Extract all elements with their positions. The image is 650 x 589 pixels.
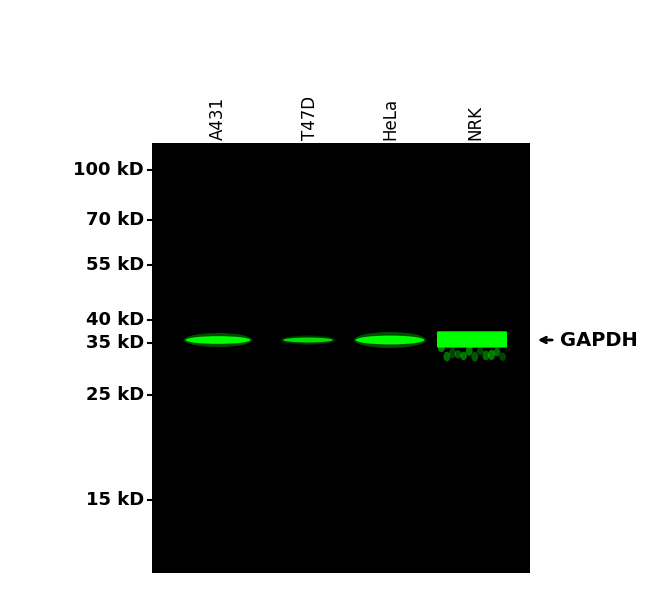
- Text: NRK: NRK: [466, 105, 484, 140]
- Text: A431: A431: [209, 97, 227, 140]
- Ellipse shape: [443, 352, 450, 362]
- Ellipse shape: [466, 345, 473, 356]
- Text: GAPDH: GAPDH: [560, 330, 638, 349]
- Text: T47D: T47D: [301, 96, 319, 140]
- Ellipse shape: [283, 337, 333, 342]
- Text: 40 kD: 40 kD: [86, 311, 144, 329]
- Text: 15 kD: 15 kD: [86, 491, 144, 509]
- Ellipse shape: [354, 332, 426, 348]
- Ellipse shape: [449, 348, 456, 358]
- FancyBboxPatch shape: [437, 331, 507, 348]
- Ellipse shape: [493, 348, 501, 356]
- Text: 25 kD: 25 kD: [86, 386, 144, 404]
- Ellipse shape: [356, 336, 424, 345]
- Text: 35 kD: 35 kD: [86, 334, 144, 352]
- Ellipse shape: [436, 332, 508, 348]
- Ellipse shape: [477, 348, 484, 355]
- Ellipse shape: [281, 336, 335, 345]
- Ellipse shape: [460, 352, 467, 360]
- Text: 70 kD: 70 kD: [86, 211, 144, 229]
- Ellipse shape: [184, 333, 252, 347]
- Ellipse shape: [488, 350, 495, 360]
- Ellipse shape: [471, 352, 478, 362]
- Ellipse shape: [455, 350, 461, 359]
- Text: HeLa: HeLa: [381, 98, 399, 140]
- Bar: [152, 143, 530, 573]
- Text: 55 kD: 55 kD: [86, 256, 144, 274]
- Ellipse shape: [499, 352, 506, 361]
- Ellipse shape: [482, 350, 489, 360]
- Text: 100 kD: 100 kD: [73, 161, 144, 179]
- Ellipse shape: [438, 346, 445, 352]
- Ellipse shape: [186, 336, 250, 344]
